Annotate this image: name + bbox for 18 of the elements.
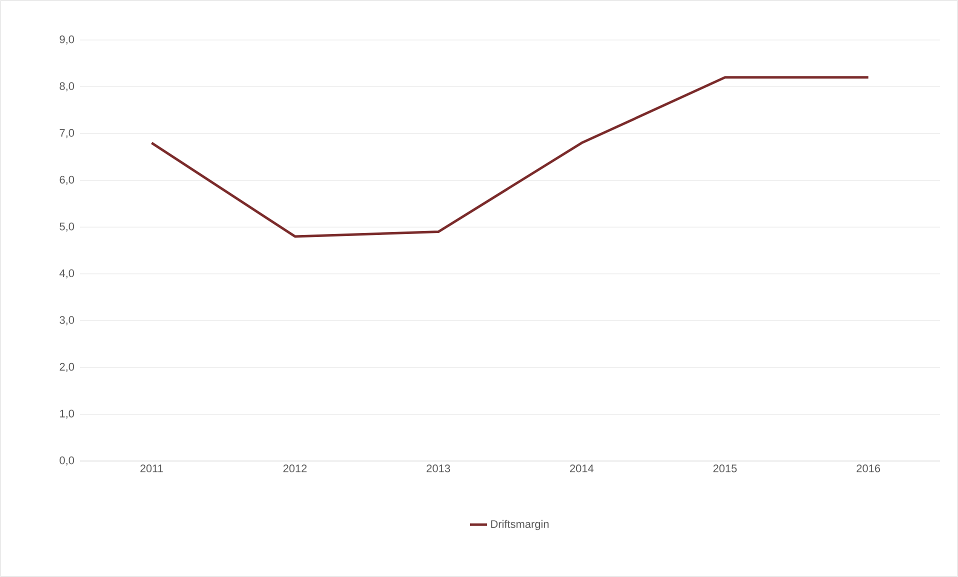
y-tick-label: 4,0: [59, 269, 74, 278]
legend-label: Driftsmargin: [491, 520, 549, 530]
y-tick-label: 0,0: [60, 456, 74, 466]
x-tick-label: 2012: [283, 464, 307, 472]
y-tick-label: 7,0: [60, 129, 74, 138]
y-tick-label: 5,0: [60, 222, 74, 232]
y-tick-label: 6,0: [60, 176, 74, 185]
line-series: [150, 76, 870, 238]
y-tick-label: 9,0: [60, 35, 74, 45]
y-tick-label: 8,0: [60, 82, 74, 92]
x-tick-label: 2016: [856, 464, 880, 472]
y-tick-label: 3,0: [60, 316, 74, 326]
x-tick-label: 2015: [713, 464, 737, 472]
x-tick-label: 2013: [426, 464, 450, 472]
x-tick-label: 2014: [570, 464, 594, 472]
x-tick-label: 2011: [140, 464, 163, 472]
y-tick-label: 1,0: [60, 410, 74, 419]
y-tick-label: 2,0: [60, 362, 74, 372]
